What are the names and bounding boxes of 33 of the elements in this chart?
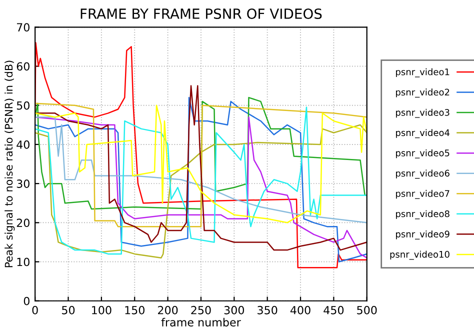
legend-label: psnr_video10 (390, 250, 450, 260)
legend-label: psnr_video1 (396, 68, 450, 78)
y-tick-label: 60 (16, 62, 30, 71)
y-axis-title: Peak signal to noise ratio (PSNR) in (dB) (4, 60, 15, 268)
y-tick-label: 20 (16, 218, 30, 228)
x-tick-label: 250 (191, 306, 211, 314)
x-tick-label: 500 (357, 306, 377, 314)
x-tick-label: 300 (224, 306, 244, 314)
legend-label: psnr_video3 (396, 108, 450, 118)
legend-label: psnr_video4 (396, 129, 450, 138)
x-tick-label: 200 (158, 306, 178, 314)
x-tick-label: 150 (125, 306, 144, 314)
x-axis-title: frame number (161, 318, 241, 326)
x-tick-label: 0 (32, 306, 38, 314)
y-tick-label: 10 (17, 258, 30, 266)
y-tick-label: 40 (16, 140, 30, 149)
chart-title: FRAME BY FRAME PSNR OF VIDEOS (80, 8, 322, 20)
y-tick-label: 30 (16, 180, 30, 188)
legend-label: psnr_video9 (396, 230, 450, 240)
x-tick-label: 50 (62, 306, 75, 314)
legend-label: psnr_video2 (396, 88, 450, 98)
legend-label: psnr_video7 (396, 190, 450, 199)
x-tick-label: 350 (258, 306, 278, 314)
x-tick-label: 100 (92, 306, 112, 314)
legend-label: psnr_video6 (396, 170, 450, 179)
x-tick-label: 450 (324, 306, 344, 314)
legend-label: psnr_video8 (396, 210, 450, 220)
legend-label: psnr_video5 (396, 149, 450, 158)
line-series (35, 42, 367, 268)
y-tick-label: 0 (24, 296, 30, 306)
x-tick-label: 400 (290, 306, 310, 314)
y-tick-label: 50 (16, 101, 30, 110)
y-tick-label: 70 (16, 23, 30, 32)
